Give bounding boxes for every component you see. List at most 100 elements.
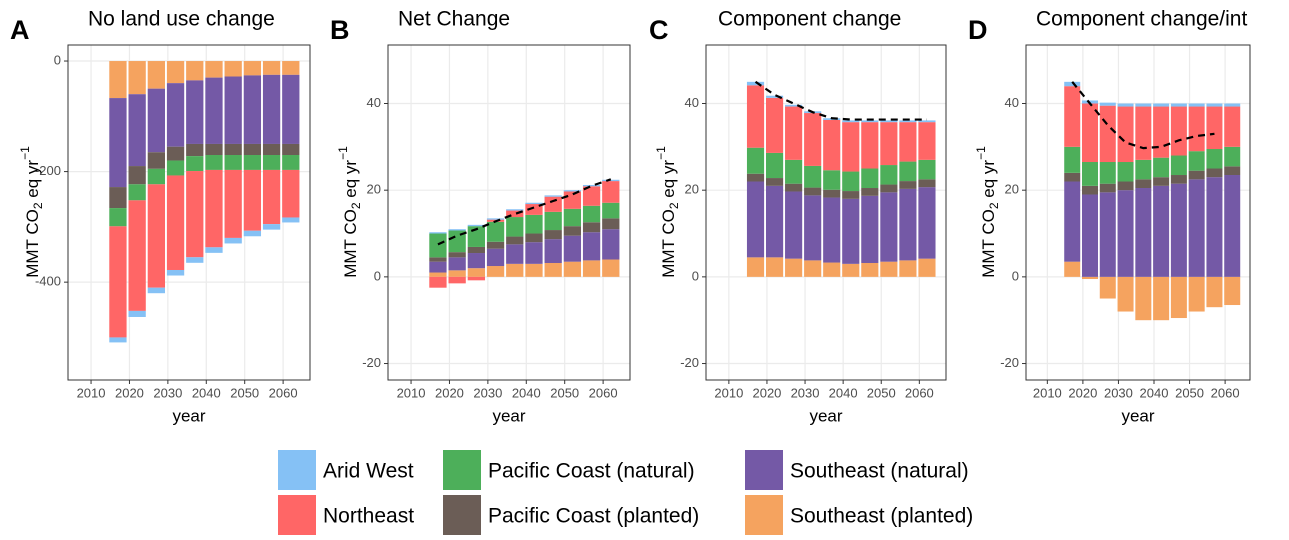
bar-segment [1170,106,1187,156]
bar-segment [861,122,879,169]
bar-segment [448,276,466,284]
bar-segment [1206,103,1223,107]
bar-segment [842,263,860,277]
panel-title: Component change/int [1036,8,1247,31]
bar-segment [1117,106,1134,163]
x-tick-label: 2040 [512,385,541,400]
bar-segment [1153,177,1170,186]
bar-segment [205,77,223,144]
bar-segment [899,188,917,261]
panel: -400 -200 0 2010 2020 2030 2040 2050 2060 year MMT… [10,8,311,425]
bar-segment [1188,151,1205,171]
bar-segment [1099,276,1116,299]
y-label-sub: 2 [987,202,1001,209]
y-label-text: eq yr [23,160,42,203]
bar-segment [861,168,879,189]
x-tick-label: 2050 [230,385,259,400]
y-label-sup: −1 [654,146,668,160]
panel-letter: C [649,15,669,45]
bar-segment [1170,175,1187,184]
bar-segment [166,175,185,270]
bar-segment [1082,276,1098,280]
y-tick-label: -20 [1000,355,1019,370]
bar-segment [1099,105,1116,163]
bar-segment [243,143,262,156]
bar-segment [842,171,860,192]
bar-segment [262,74,281,144]
y-axis-label: MMT CO2 eq yr−1 [336,146,363,278]
x-tick-label: 2010 [397,385,426,400]
bar-segment [746,85,765,148]
bar-segment [918,159,936,180]
y-label-text: MMT CO [341,209,360,278]
bar-segment [506,244,524,264]
bar-segment [243,169,262,231]
bar-segment [861,188,879,196]
bar-segment [582,186,601,206]
bar-segment [525,214,543,234]
bar-segment [486,248,505,267]
bar-segment [899,122,917,162]
x-axis-label: year [809,406,842,425]
bar-segment [109,98,127,188]
bar-segment [746,147,765,174]
y-tick-label: 40 [367,95,381,110]
x-axis-label: year [492,406,525,425]
bar-segment [429,272,447,277]
bar-segment [1153,106,1170,158]
bar-segment [448,257,466,271]
bar-segment [899,161,917,182]
bar-segment [282,74,300,144]
x-tick-label: 2010 [1033,385,1062,400]
bar-segment [186,143,204,157]
bar-segment [842,122,860,172]
bar-segment [109,337,127,343]
bar-segment [109,61,127,99]
bar-segment [544,211,562,231]
bar-segment [429,257,447,262]
y-label-sup: −1 [336,146,350,160]
bar-segment [243,230,262,237]
legend-label: Pacific Coast (planted) [488,505,699,528]
legend-label: Arid West [323,460,414,483]
bar-segment [823,119,841,171]
bar-segment [544,230,562,240]
bar-segment [224,76,242,144]
x-tick-label: 2030 [153,385,182,400]
bar-segment [785,258,803,277]
bar-segment [186,80,204,144]
bar-segment [602,202,620,219]
bar-segment [1206,276,1223,308]
bar-segment [486,266,505,277]
bar-segment [128,166,146,185]
panel-title: Component change [718,8,901,31]
bar-segment [262,155,281,170]
bar-segment [823,262,841,277]
bar-segment [785,191,803,259]
bar-segment [804,260,822,277]
x-tick-label: 2030 [473,385,502,400]
bar-segment [1206,106,1223,150]
bar-segment [1153,103,1170,107]
bar-segment [544,239,562,263]
x-tick-label: 2050 [1175,385,1204,400]
x-tick-label: 2040 [829,385,858,400]
y-axis-label: MMT CO2 eq yr−1 [974,146,1001,278]
bar-segment [582,232,601,261]
legend-swatch [278,450,316,490]
bar-segment [506,209,524,211]
y-axis-label: MMT CO2 eq yr−1 [654,146,681,278]
bar-segment [448,229,466,231]
bar-segment [525,263,543,277]
bar-segment [766,178,784,186]
x-tick-label: 2010 [77,385,106,400]
bar-segment [128,200,146,311]
bar-segment [544,195,562,197]
bar-segment [804,165,822,188]
panel-letter: B [330,15,350,45]
plot-border [705,44,947,381]
bar-segment [525,242,543,264]
bar-segment [544,262,562,277]
